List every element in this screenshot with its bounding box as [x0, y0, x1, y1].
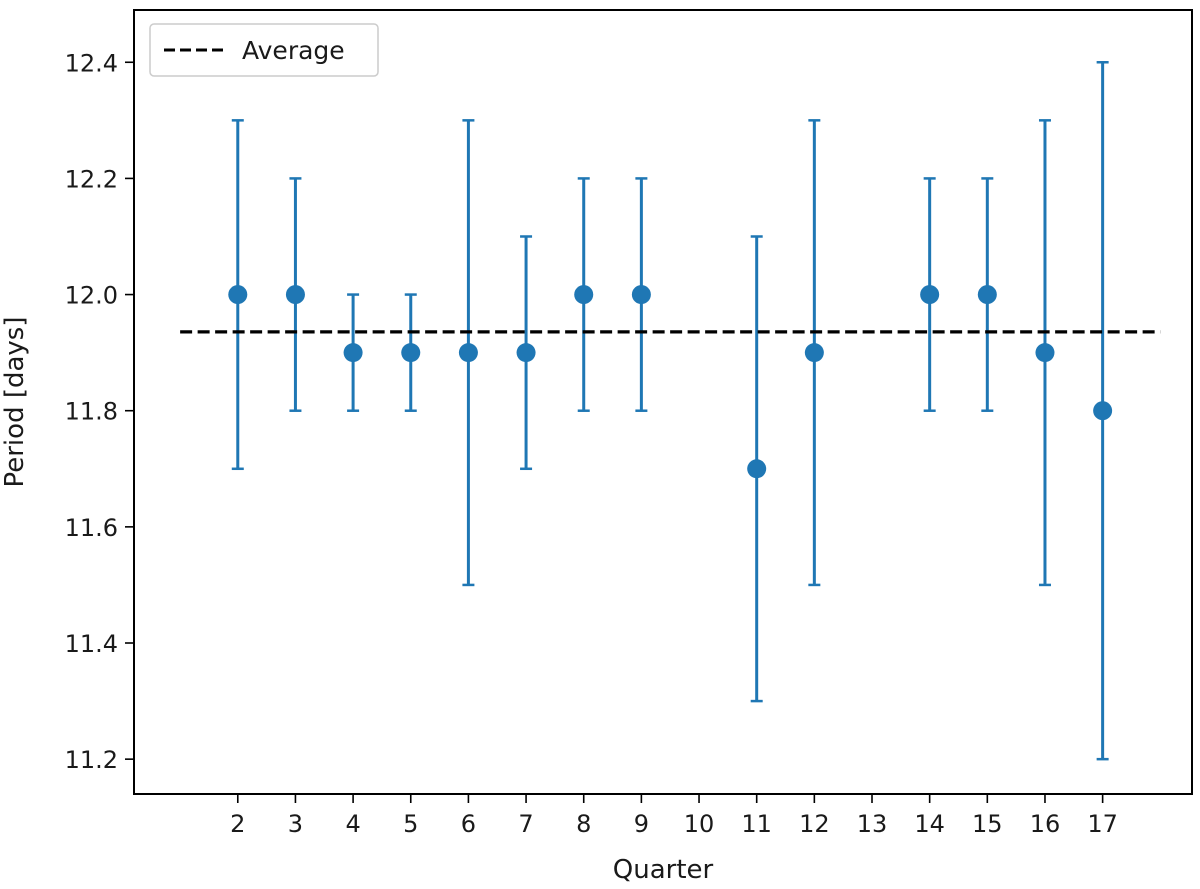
data-point-q12 [804, 343, 824, 363]
x-tick-label: 14 [914, 810, 945, 838]
data-point-q8 [574, 285, 594, 305]
y-tick-label: 12.0 [65, 282, 118, 310]
data-point-q17 [1093, 401, 1113, 421]
x-tick-label: 5 [403, 810, 418, 838]
data-point-q9 [631, 285, 651, 305]
data-point-q11 [747, 459, 767, 479]
data-point-q16 [1035, 343, 1055, 363]
y-tick-label: 12.4 [65, 49, 118, 77]
data-point-q6 [458, 343, 478, 363]
data-point-q15 [977, 285, 997, 305]
y-axis-label: Period [days] [0, 317, 30, 488]
y-tick-label: 12.2 [65, 165, 118, 193]
y-tick-label: 11.6 [65, 514, 118, 542]
x-tick-label: 13 [857, 810, 888, 838]
data-point-q3 [285, 285, 305, 305]
data-point-q14 [920, 285, 940, 305]
x-tick-label: 16 [1030, 810, 1061, 838]
y-tick-label: 11.4 [65, 630, 118, 658]
x-tick-label: 6 [461, 810, 476, 838]
x-tick-label: 8 [576, 810, 591, 838]
data-point-q4 [343, 343, 363, 363]
x-tick-label: 15 [972, 810, 1003, 838]
x-tick-label: 4 [345, 810, 360, 838]
x-axis-label: Quarter [613, 855, 714, 885]
plot-area [180, 61, 1161, 761]
data-point-q5 [401, 343, 421, 363]
data-point-q7 [516, 343, 536, 363]
legend: Average [149, 23, 379, 77]
x-tick-label: 11 [741, 810, 772, 838]
x-tick-label: 7 [518, 810, 533, 838]
x-tick-label: 12 [799, 810, 830, 838]
y-axis: 11.2 11.4 11.6 11.8 12.0 12.2 12.4 [65, 49, 134, 774]
x-tick-label: 2 [230, 810, 245, 838]
plot-frame [133, 9, 1193, 795]
legend-box [149, 23, 379, 77]
x-axis: 2 3 4 5 6 7 8 9 10 11 12 13 14 15 16 17 [230, 794, 1118, 838]
x-tick-label: 3 [288, 810, 303, 838]
legend-label-average: Average [242, 36, 345, 65]
x-tick-label: 17 [1087, 810, 1118, 838]
data-point-q2 [228, 285, 248, 305]
x-tick-label: 9 [634, 810, 649, 838]
y-tick-label: 11.8 [65, 398, 118, 426]
x-tick-label: 10 [684, 810, 715, 838]
y-tick-label: 11.2 [65, 746, 118, 774]
